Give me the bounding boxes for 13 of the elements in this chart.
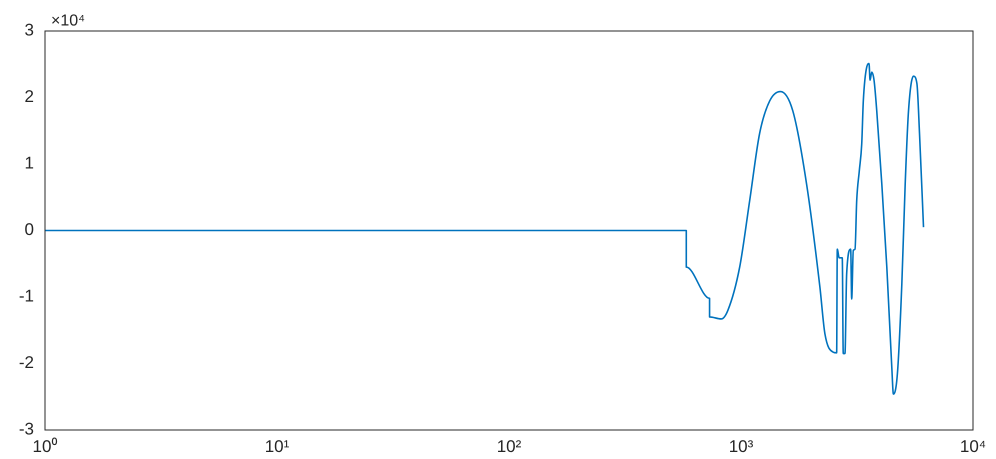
y-tick-label: 2 [24,87,34,106]
x-tick-label: 10² [496,436,522,456]
y-tick-label: 0 [24,220,34,240]
y-tick-label: 3 [24,20,34,40]
y-tick-label: -2 [18,353,34,372]
x-tick-label: 10³ [728,436,754,456]
x-tick-label: 10⁴ [960,436,986,456]
y-tick-label: -1 [18,286,34,306]
y-tick-label: 1 [24,154,34,173]
y-tick-label: -3 [18,420,34,439]
text: ×10⁴ [51,12,86,30]
x-tick-label: 10⁰ [32,436,58,456]
x-tick-label: 10¹ [264,436,290,456]
